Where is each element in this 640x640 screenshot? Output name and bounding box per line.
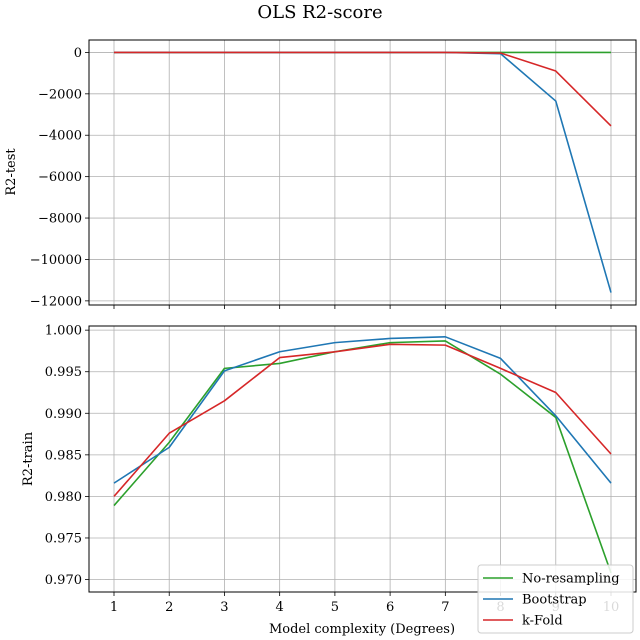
x-tick-label: 1 (110, 600, 118, 615)
x-tick-label: 3 (220, 600, 228, 615)
legend: No-resampling Bootstrap k-Fold (478, 565, 633, 633)
legend-label-no-resampling: No-resampling (522, 572, 620, 587)
y-tick-label: −2000 (38, 87, 82, 102)
y-tick-label: 0 (74, 46, 82, 61)
y-tick-label: 0.995 (45, 365, 82, 380)
y-tick-label: 0.985 (45, 448, 82, 463)
x-tick-label: 6 (386, 600, 394, 615)
y-tick-label: −4000 (38, 129, 82, 144)
x-axis-label: Model complexity (Degrees) (269, 622, 455, 637)
x-tick-label: 5 (331, 600, 339, 615)
y-tick-label: 0.975 (45, 531, 82, 546)
chart-title: OLS R2-score (257, 2, 382, 23)
x-tick-label: 4 (276, 600, 284, 615)
y-tick-label: 1.000 (45, 324, 82, 339)
plot-area-test (89, 40, 636, 305)
y-tick-label: 0.970 (45, 573, 82, 588)
y-tick-label: 0.980 (45, 490, 82, 505)
legend-label-bootstrap: Bootstrap (522, 593, 587, 608)
y-tick-label: −10000 (30, 253, 82, 268)
plot-area-train (89, 326, 636, 592)
panel-r2-test: 0 −2000 −4000 −6000 −8000 −10000 −12000 R2-tes… (4, 40, 636, 309)
x-tick-label: 2 (165, 600, 173, 615)
y-axis-label-train: R2-train (21, 431, 36, 486)
y-tick-label: −12000 (30, 294, 82, 309)
legend-label-k-fold: k-Fold (522, 614, 563, 629)
y-tick-label: −8000 (38, 212, 82, 227)
y-axis-label-test: R2-test (4, 148, 19, 196)
y-tick-label: −6000 (38, 170, 82, 185)
y-tick-label: 0.990 (45, 407, 82, 422)
x-tick-label: 7 (441, 600, 449, 615)
